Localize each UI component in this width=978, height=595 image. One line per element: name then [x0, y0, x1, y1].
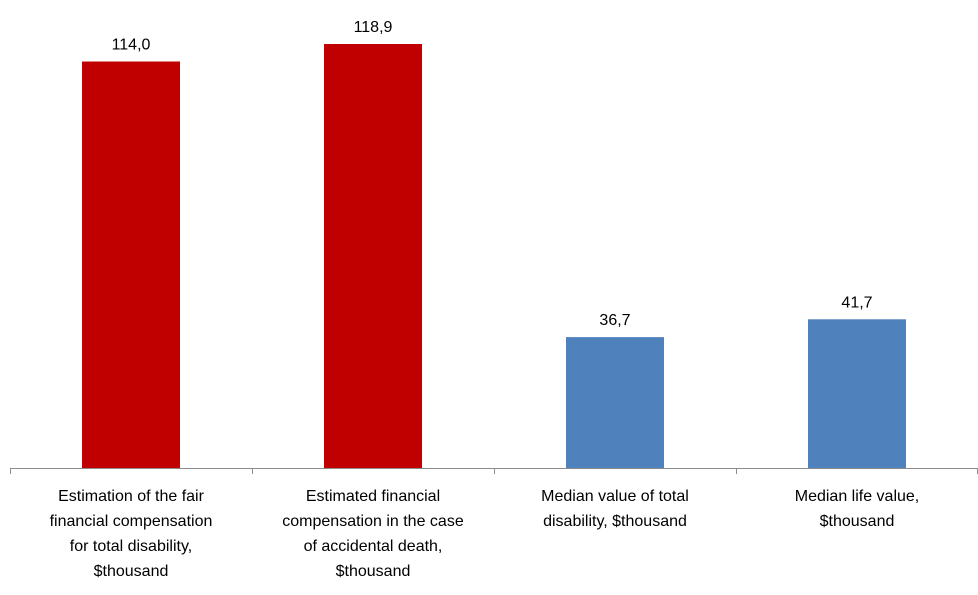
category-label-line: $thousand: [820, 513, 895, 530]
category-label-line: Estimation of the fair: [58, 488, 205, 505]
bar-4: [808, 319, 906, 468]
category-label-1: Estimation of the fair financial compensa…: [50, 488, 213, 580]
category-label-2: Estimated financial compensation in the c…: [282, 488, 464, 580]
category-label-line: Median life value,: [795, 488, 920, 505]
category-label-line: $thousand: [94, 563, 169, 580]
category-label-3: Median value of total disability, $thousa…: [541, 488, 689, 530]
category-label-line: $thousand: [336, 563, 411, 580]
category-label-line: Estimated financial: [306, 488, 440, 505]
data-label-4: 41,7: [841, 294, 872, 311]
category-label-line: disability, $thousand: [543, 513, 687, 530]
data-label-3: 36,7: [599, 312, 630, 329]
category-label-line: of accidental death,: [304, 538, 443, 555]
category-labels-group: Estimation of the fair financial compensa…: [50, 488, 920, 580]
bar-1: [82, 61, 180, 468]
category-label-line: for total disability,: [70, 538, 192, 555]
category-label-4: Median life value, $thousand: [795, 488, 920, 530]
category-label-line: financial compensation: [50, 513, 213, 530]
x-axis: [10, 468, 978, 474]
category-label-line: compensation in the case: [282, 513, 464, 530]
bar-2: [324, 44, 422, 468]
data-labels-group: 114,0 118,9 36,7 41,7: [112, 19, 873, 329]
bars-group: [82, 44, 906, 468]
data-label-1: 114,0: [112, 37, 151, 54]
category-label-line: Median value of total: [541, 488, 689, 505]
bar-3: [566, 337, 664, 468]
data-label-2: 118,9: [354, 19, 393, 36]
